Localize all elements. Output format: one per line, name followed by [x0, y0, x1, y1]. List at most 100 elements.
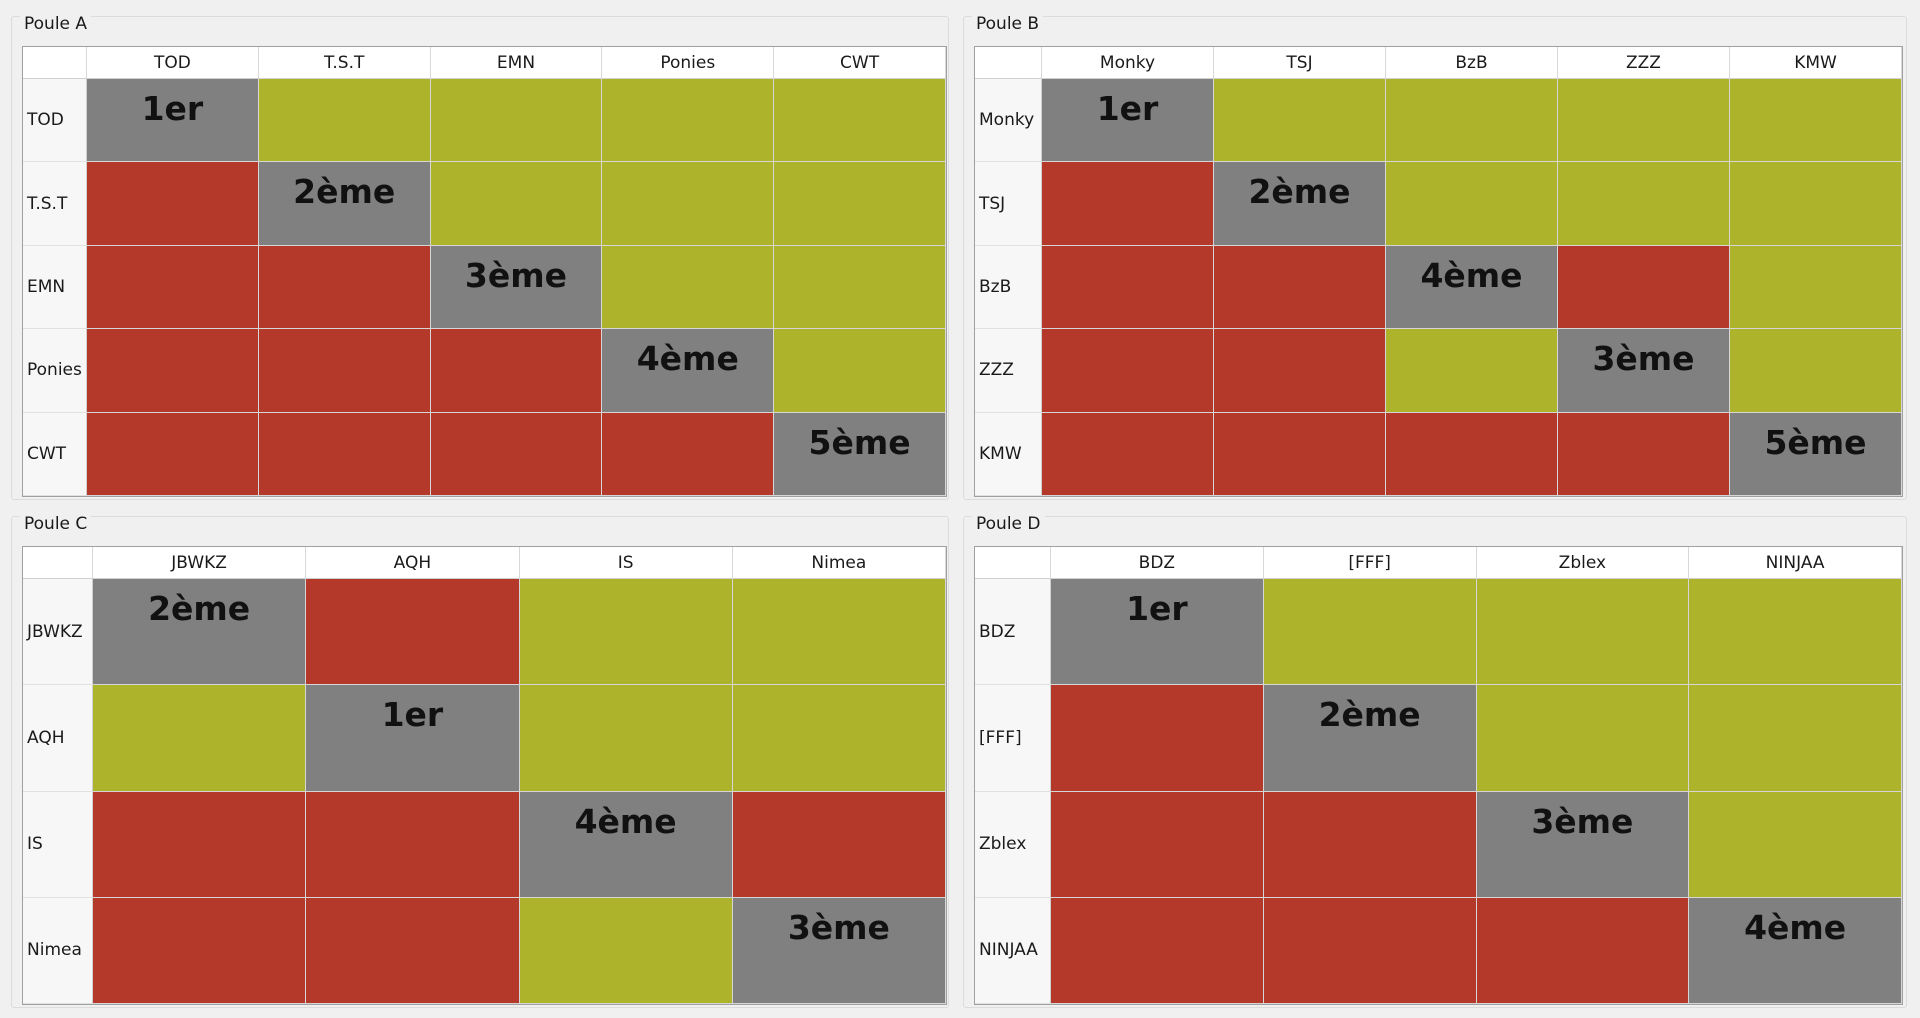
column-header[interactable]: IS	[519, 547, 733, 579]
column-header[interactable]: Ponies	[602, 47, 775, 79]
row-header[interactable]: BDZ	[975, 579, 1051, 686]
result-cell[interactable]	[1263, 579, 1477, 686]
column-header[interactable]: Zblex	[1476, 547, 1690, 579]
row-header[interactable]: Nimea	[23, 897, 93, 1004]
result-cell[interactable]	[1558, 162, 1730, 246]
result-cell[interactable]	[87, 162, 259, 246]
result-cell[interactable]: 4ème	[1386, 245, 1558, 330]
column-header[interactable]: KMW	[1730, 47, 1902, 79]
result-cell[interactable]	[93, 897, 307, 1004]
result-cell[interactable]: 3ème	[1558, 329, 1730, 413]
result-cell[interactable]	[602, 412, 775, 496]
column-header[interactable]: ZZZ	[1558, 47, 1730, 79]
result-cell[interactable]: 4ème	[519, 791, 733, 898]
result-cell[interactable]: 1er	[1042, 79, 1214, 163]
result-cell[interactable]	[732, 579, 946, 686]
row-header[interactable]: TOD	[23, 79, 87, 163]
result-cell[interactable]	[1042, 245, 1214, 330]
row-header[interactable]: TSJ	[975, 162, 1042, 246]
result-cell[interactable]	[1263, 791, 1477, 898]
result-cell[interactable]	[602, 79, 775, 163]
result-cell[interactable]	[1476, 579, 1690, 686]
result-cell[interactable]	[258, 329, 431, 413]
result-cell[interactable]	[1042, 329, 1214, 413]
result-cell[interactable]	[1558, 245, 1730, 330]
result-cell[interactable]	[1051, 791, 1264, 898]
result-cell[interactable]	[1386, 79, 1558, 163]
result-cell[interactable]	[1730, 329, 1902, 413]
row-header[interactable]: T.S.T	[23, 162, 87, 246]
result-cell[interactable]	[1558, 412, 1730, 496]
result-cell[interactable]	[306, 897, 520, 1004]
column-header[interactable]: TSJ	[1214, 47, 1386, 79]
row-header[interactable]: IS	[23, 791, 93, 898]
result-cell[interactable]	[1476, 897, 1690, 1004]
column-header[interactable]: T.S.T	[258, 47, 431, 79]
result-cell[interactable]	[430, 79, 603, 163]
result-cell[interactable]	[774, 329, 946, 413]
result-cell[interactable]	[1042, 162, 1214, 246]
result-cell[interactable]	[1386, 162, 1558, 246]
result-cell[interactable]	[1730, 79, 1902, 163]
pool-d-table[interactable]: BDZ [FFF] Zblex NINJAA BDZ 1er [FFF] 2ème Zblex 3…	[974, 546, 1903, 1005]
column-header[interactable]: CWT	[774, 47, 946, 79]
row-header[interactable]: Zblex	[975, 791, 1051, 898]
result-cell[interactable]	[1386, 412, 1558, 496]
result-cell[interactable]	[1263, 897, 1477, 1004]
result-cell[interactable]: 2ème	[258, 162, 431, 246]
result-cell[interactable]	[93, 685, 307, 792]
row-header[interactable]: CWT	[23, 412, 87, 496]
result-cell[interactable]	[732, 685, 946, 792]
row-header[interactable]: Monky	[975, 79, 1042, 163]
result-cell[interactable]	[306, 791, 520, 898]
result-cell[interactable]	[87, 245, 259, 330]
result-cell[interactable]	[306, 579, 520, 686]
column-header[interactable]: AQH	[306, 547, 520, 579]
result-cell[interactable]	[1730, 162, 1902, 246]
result-cell[interactable]: 1er	[87, 79, 259, 163]
column-header[interactable]: JBWKZ	[93, 547, 307, 579]
column-header[interactable]: NINJAA	[1689, 547, 1902, 579]
row-header[interactable]: BzB	[975, 245, 1042, 330]
result-cell[interactable]: 2ème	[1263, 685, 1477, 792]
result-cell[interactable]: 5ème	[1730, 412, 1902, 496]
result-cell[interactable]	[1689, 579, 1902, 686]
result-cell[interactable]	[519, 897, 733, 1004]
result-cell[interactable]	[1051, 897, 1264, 1004]
row-header[interactable]: NINJAA	[975, 897, 1051, 1004]
result-cell[interactable]	[1386, 329, 1558, 413]
pool-a-table[interactable]: TOD T.S.T EMN Ponies CWT TOD 1er T.S.T 2ème EMN 3è…	[22, 46, 947, 497]
result-cell[interactable]	[774, 79, 946, 163]
result-cell[interactable]	[430, 412, 603, 496]
result-cell[interactable]: 1er	[306, 685, 520, 792]
result-cell[interactable]: 3ème	[1476, 791, 1690, 898]
result-cell[interactable]: 1er	[1051, 579, 1264, 686]
row-header[interactable]: JBWKZ	[23, 579, 93, 686]
result-cell[interactable]: 2ème	[1214, 162, 1386, 246]
result-cell[interactable]	[1689, 791, 1902, 898]
result-cell[interactable]	[1214, 412, 1386, 496]
result-cell[interactable]: 3ème	[732, 897, 946, 1004]
result-cell[interactable]: 2ème	[93, 579, 307, 686]
result-cell[interactable]	[93, 791, 307, 898]
result-cell[interactable]	[430, 329, 603, 413]
result-cell[interactable]	[1051, 685, 1264, 792]
column-header[interactable]: [FFF]	[1263, 547, 1477, 579]
column-header[interactable]: TOD	[87, 47, 259, 79]
result-cell[interactable]	[87, 329, 259, 413]
result-cell[interactable]	[1214, 329, 1386, 413]
row-header[interactable]: KMW	[975, 412, 1042, 496]
result-cell[interactable]	[87, 412, 259, 496]
result-cell[interactable]	[1689, 685, 1902, 792]
result-cell[interactable]	[1558, 79, 1730, 163]
result-cell[interactable]: 4ème	[1689, 897, 1902, 1004]
result-cell[interactable]	[258, 245, 431, 330]
result-cell[interactable]	[258, 79, 431, 163]
result-cell[interactable]	[602, 245, 775, 330]
result-cell[interactable]	[258, 412, 431, 496]
result-cell[interactable]	[1730, 245, 1902, 330]
row-header[interactable]: AQH	[23, 685, 93, 792]
result-cell[interactable]: 5ème	[774, 412, 946, 496]
row-header[interactable]: [FFF]	[975, 685, 1051, 792]
result-cell[interactable]	[430, 162, 603, 246]
